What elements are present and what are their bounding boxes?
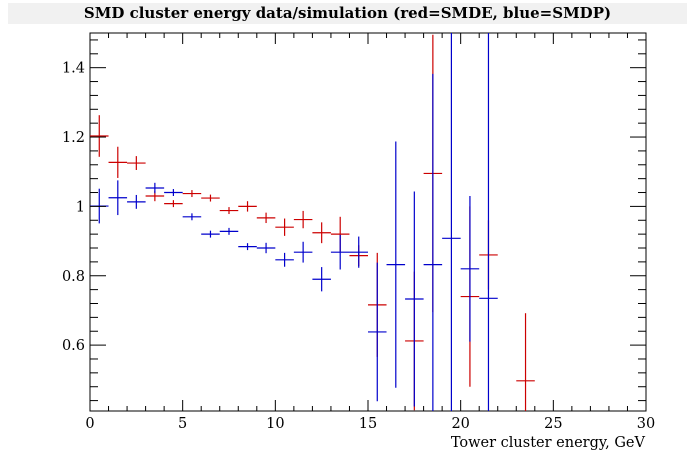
y-tick-label: 0.6 [62, 338, 85, 354]
x-tick-label: 10 [266, 416, 284, 432]
x-tick-label: 0 [85, 416, 94, 432]
series-smde [90, 34, 535, 411]
x-tick-label: 25 [544, 416, 562, 432]
y-tick-label: 0.8 [62, 269, 85, 285]
y-tick-label: 1.4 [62, 61, 85, 77]
series-smdp [90, 33, 498, 411]
chart-title: SMD cluster energy data/simulation (red=… [83, 4, 612, 22]
x-axis-label: Tower cluster energy, GeV [451, 435, 646, 451]
x-tick-label: 30 [637, 416, 655, 432]
x-tick-label: 15 [359, 416, 377, 432]
x-tick-label: 20 [451, 416, 469, 432]
plot-frame [89, 32, 647, 412]
x-tick-label: 5 [178, 416, 187, 432]
y-tick-label: 1 [76, 199, 85, 215]
y-tick-label: 1.2 [62, 130, 85, 146]
chart-title-bar: SMD cluster energy data/simulation (red=… [8, 3, 687, 24]
